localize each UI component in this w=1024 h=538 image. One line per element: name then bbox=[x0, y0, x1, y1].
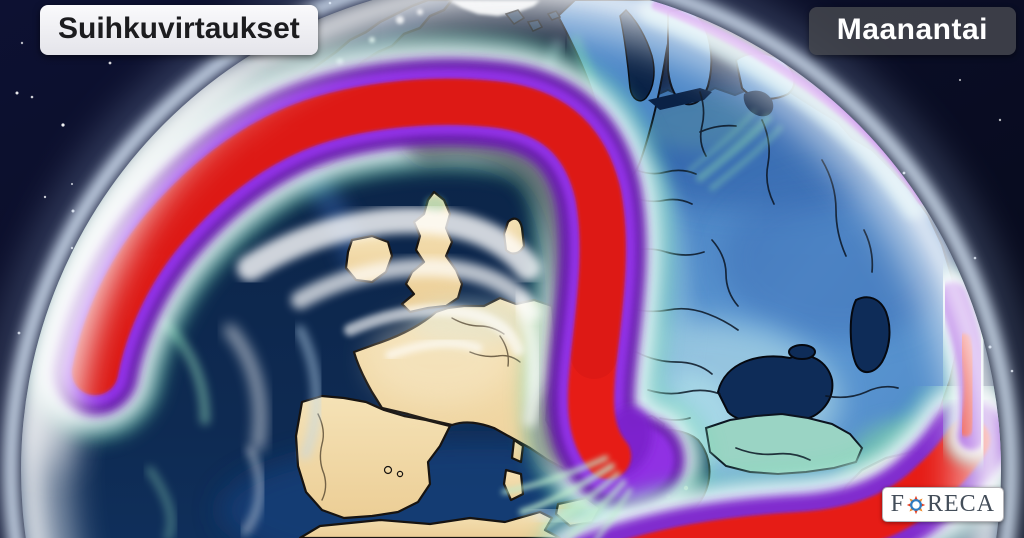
foreca-sun-icon bbox=[906, 495, 926, 514]
logo-letters-reca: RECA bbox=[926, 491, 995, 517]
caspian-sea bbox=[849, 296, 891, 373]
layer-title-text: Suihkuvirtaukset bbox=[58, 12, 300, 45]
jet-stream-main bbox=[26, 32, 710, 536]
logo-letter-f: F bbox=[890, 491, 905, 517]
russia-flow-streaks bbox=[687, 109, 783, 191]
corsica bbox=[510, 438, 525, 464]
day-text: Maanantai bbox=[836, 13, 988, 46]
jet-red-core bbox=[72, 78, 631, 479]
jet-texture bbox=[72, 78, 626, 395]
iberia bbox=[294, 394, 452, 520]
cyclone-swirl-streaks bbox=[237, 207, 542, 427]
atmosphere-inner-glow bbox=[22, 0, 1000, 538]
anatolia bbox=[704, 412, 864, 476]
jet-stream-south bbox=[527, 375, 1001, 538]
sea-of-azov bbox=[788, 344, 816, 360]
foreca-logo: F RECA bbox=[881, 487, 1004, 522]
layer-title-badge: Suihkuvirtaukset bbox=[40, 5, 318, 55]
italy-fan-streaks bbox=[501, 455, 632, 538]
gulf-of-finland bbox=[648, 88, 712, 110]
day-badge: Maanantai bbox=[808, 7, 1016, 55]
